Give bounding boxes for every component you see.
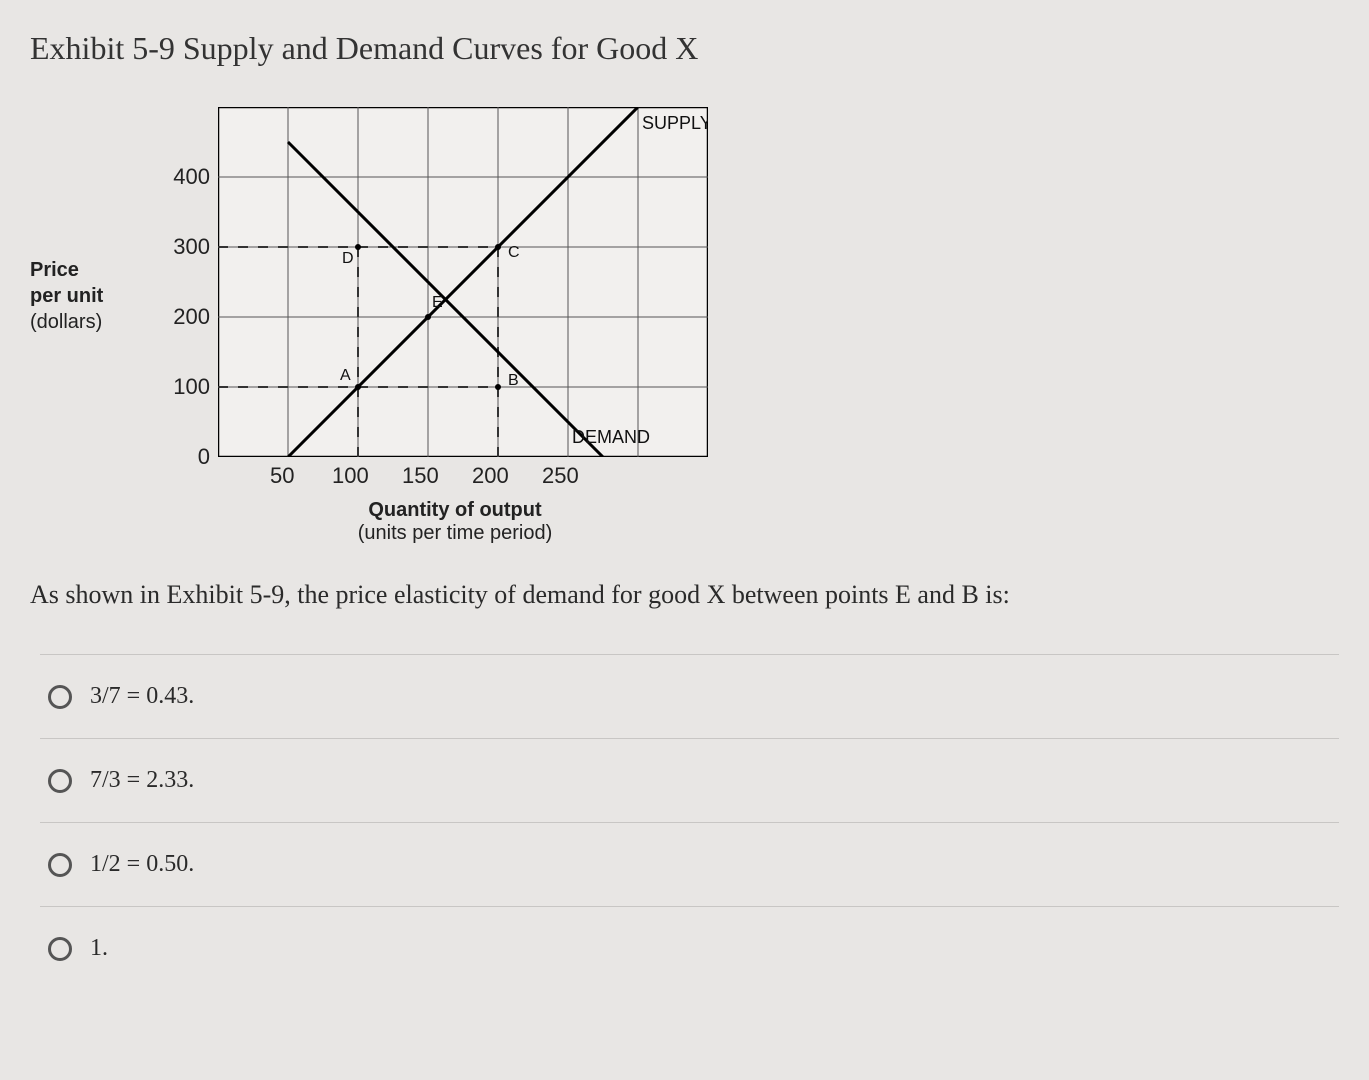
supply-label: SUPPLY	[642, 113, 708, 133]
point-label-E: E	[432, 294, 443, 311]
question-text: As shown in Exhibit 5-9, the price elast…	[30, 575, 1339, 614]
x-tick-100: 100	[332, 463, 369, 489]
y-tick-100: 100	[173, 374, 210, 400]
point-label-B: B	[508, 372, 519, 389]
x-axis-label: Quantity of output (units per time perio…	[210, 499, 700, 545]
x-tick-150: 150	[402, 463, 439, 489]
option-a[interactable]: 3/7 = 0.43.	[40, 654, 1339, 738]
x-tick-200: 200	[472, 463, 509, 489]
y-ticks: 400 300 200 100 0	[160, 107, 210, 457]
supply-demand-chart: A B C D E SUPPLY DEMAND	[218, 107, 708, 457]
demand-label: DEMAND	[572, 427, 650, 447]
y-tick-300: 300	[173, 234, 210, 260]
answer-options: 3/7 = 0.43. 7/3 = 2.33. 1/2 = 0.50. 1.	[40, 654, 1339, 990]
y-tick-0: 0	[198, 444, 210, 470]
point-label-D: D	[342, 250, 354, 267]
y-axis-label-line2: per unit	[30, 283, 140, 309]
option-d[interactable]: 1.	[40, 906, 1339, 990]
option-label: 3/7 = 0.43.	[90, 683, 194, 710]
point-label-A: A	[340, 367, 351, 384]
y-tick-400: 400	[173, 164, 210, 190]
chart-area: Price per unit (dollars) 400 300 200 100…	[30, 107, 1339, 545]
x-axis-label-line1: Quantity of output	[210, 499, 700, 522]
page-title: Exhibit 5-9 Supply and Demand Curves for…	[30, 30, 1339, 67]
x-ticks: 50 100 150 200 250	[210, 463, 700, 491]
y-tick-200: 200	[173, 304, 210, 330]
option-label: 7/3 = 2.33.	[90, 767, 194, 794]
radio-icon	[48, 937, 72, 961]
point-label-C: C	[508, 244, 520, 261]
option-label: 1/2 = 0.50.	[90, 851, 194, 878]
y-axis-label-line1: Price	[30, 257, 140, 283]
x-tick-250: 250	[542, 463, 579, 489]
option-c[interactable]: 1/2 = 0.50.	[40, 822, 1339, 906]
y-axis-label-line3: (dollars)	[30, 309, 140, 335]
y-axis-label: Price per unit (dollars)	[30, 257, 140, 335]
radio-icon	[48, 853, 72, 877]
x-tick-50: 50	[270, 463, 294, 489]
radio-icon	[48, 685, 72, 709]
option-b[interactable]: 7/3 = 2.33.	[40, 738, 1339, 822]
chart-wrap: 400 300 200 100 0	[160, 107, 708, 545]
radio-icon	[48, 769, 72, 793]
option-label: 1.	[90, 935, 108, 962]
x-axis-label-line2: (units per time period)	[210, 522, 700, 545]
